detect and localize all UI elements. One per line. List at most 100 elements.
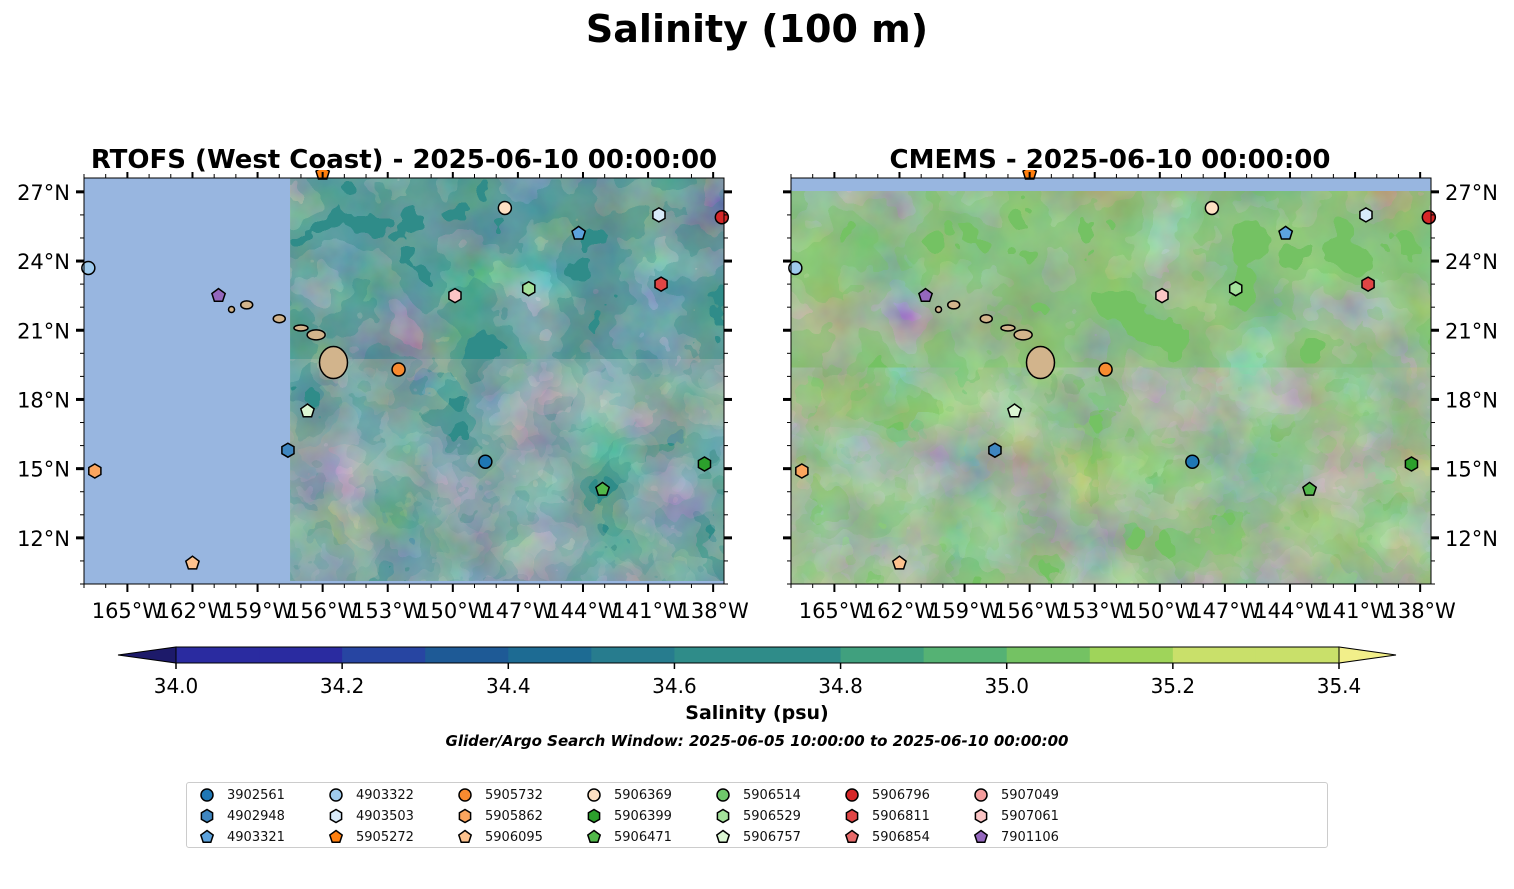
legend-label: 4902948 — [227, 808, 285, 824]
colorbar-extend-low — [117, 646, 177, 664]
legend-marker-icon — [845, 808, 859, 824]
colorbar-label: Salinity (psu) — [685, 702, 828, 724]
float-marker-5905732 — [391, 362, 406, 377]
float-marker-7901106 — [211, 287, 227, 303]
float-marker-5906399 — [697, 456, 712, 472]
legend-marker-icon — [586, 829, 602, 844]
colorbar-segment — [425, 647, 509, 663]
colorbar-segment — [840, 647, 925, 663]
legend-item-5906095: 5906095 — [457, 828, 543, 846]
colorbar-segment — [1172, 647, 1257, 663]
legend-item-3902561: 3902561 — [199, 786, 285, 804]
float-marker-5907049 — [974, 788, 988, 802]
legend-item-4903321: 4903321 — [199, 828, 285, 846]
legend-item-5906399: 5906399 — [586, 807, 672, 825]
legend-label: 5906529 — [743, 808, 801, 824]
legend-label: 5906796 — [872, 787, 930, 803]
float-marker-5906757 — [1006, 403, 1022, 418]
legend-label: 5906399 — [614, 808, 672, 824]
colorbar-tick-label: 34.0 — [154, 674, 199, 698]
x-tick-label: 153°W — [1059, 599, 1131, 623]
cmems-salinity-field — [791, 178, 1431, 584]
legend-marker-icon — [329, 788, 343, 802]
colorbar-segment — [508, 647, 592, 663]
colorbar-segment — [1089, 647, 1174, 663]
rtofs-axes: 165°W162°W159°W156°W153°W150°W147°W144°W… — [17, 172, 749, 623]
legend-label: 5907049 — [1001, 787, 1059, 803]
y-tick-label: 15°N — [1445, 458, 1498, 482]
legend-label: 7901106 — [1001, 829, 1059, 845]
legend-marker-icon — [329, 808, 343, 824]
colorbar-tick-label: 34.8 — [818, 674, 863, 698]
island — [979, 313, 994, 324]
x-tick-label: 162°W — [864, 599, 936, 623]
y-tick-label: 21°N — [17, 319, 70, 343]
float-marker-5906095 — [457, 829, 473, 844]
legend-label: 5905862 — [485, 808, 543, 824]
colorbar-extend-high — [1338, 646, 1397, 664]
legend-marker-icon — [844, 829, 860, 844]
y-tick-label: 12°N — [1445, 527, 1498, 551]
legend-item-5906471: 5906471 — [586, 828, 672, 846]
float-marker-7901106 — [918, 287, 934, 303]
float-marker-4903322 — [788, 260, 803, 276]
y-tick-label: 21°N — [1445, 319, 1498, 343]
rtofs-float-markers — [81, 170, 730, 570]
cmems-float-markers — [788, 170, 1437, 570]
colorbar-frame — [175, 646, 1340, 664]
legend-marker-icon — [974, 808, 988, 824]
float-marker-4903321 — [199, 829, 215, 844]
float-marker-5906095 — [891, 555, 907, 570]
float-marker-4903321 — [1278, 225, 1294, 240]
legend-label: 5906757 — [743, 829, 801, 845]
legend-marker-icon — [845, 788, 859, 802]
legend-marker-icon — [200, 808, 214, 824]
colorbar-tick-label: 35.0 — [984, 674, 1029, 698]
y-tick-label: 12°N — [17, 527, 70, 551]
colorbar: 34.0 34.2 34.4 34.6 34.8 35.0 35.2 35.4 — [117, 646, 1397, 698]
island — [239, 300, 254, 310]
x-tick-label: 138°W — [677, 599, 749, 623]
legend-item-5906796: 5906796 — [844, 786, 930, 804]
legend-item-5905272: 5905272 — [328, 828, 414, 846]
float-marker-3902561 — [200, 788, 214, 802]
float-marker-5906514 — [716, 788, 730, 802]
y-tick-label: 15°N — [17, 458, 70, 482]
float-marker-5905732 — [1098, 362, 1113, 377]
float-marker-5906796 — [1421, 209, 1437, 225]
x-tick-label: 156°W — [994, 599, 1066, 623]
rtofs-panel-title: RTOFS (West Coast) - 2025-06-10 00:00:00 — [91, 145, 717, 175]
float-marker-5907061 — [448, 287, 462, 304]
figure-title: Salinity (100 m) — [586, 7, 928, 51]
x-tick-label: 141°W — [1319, 599, 1391, 623]
legend-marker-icon — [715, 829, 731, 844]
island — [306, 329, 326, 341]
float-marker-5906757 — [299, 403, 315, 418]
legend-item-5906514: 5906514 — [715, 786, 801, 804]
salinity-swirl-low — [791, 367, 1431, 584]
x-tick-label: 150°W — [417, 599, 489, 623]
float-legend: 3902561 4902948 4903321 4903322 4903503 59052… — [186, 782, 1328, 848]
float-marker-5906811 — [845, 808, 859, 824]
float-marker-5906471 — [1302, 481, 1318, 496]
legend-label: 4903321 — [227, 829, 285, 845]
y-tick-label: 18°N — [1445, 388, 1498, 412]
legend-marker-icon — [457, 829, 473, 844]
float-marker-3902561 — [1185, 454, 1200, 469]
colorbar-tick-label: 34.2 — [320, 674, 365, 698]
legend-item-7901106: 7901106 — [973, 828, 1059, 846]
float-marker-5905862 — [88, 463, 102, 479]
float-marker-5906369 — [587, 788, 601, 802]
x-tick-label: 153°W — [352, 599, 424, 623]
colorbar-segment — [923, 647, 1008, 663]
cmems-axes: 165°W162°W159°W156°W153°W150°W147°W144°W… — [783, 172, 1498, 623]
float-marker-5906796 — [845, 788, 859, 802]
float-marker-5906369 — [1204, 200, 1220, 216]
rtofs-map-panel: RTOFS (West Coast) - 2025-06-10 00:00:00… — [17, 145, 749, 623]
rtofs-salinity-field — [84, 178, 724, 584]
rtofs-map-frame — [83, 177, 725, 585]
legend-marker-icon — [199, 829, 215, 844]
rtofs-hawaii-islands — [227, 300, 349, 380]
legend-label: 5906854 — [872, 829, 930, 845]
legend-marker-icon — [716, 808, 730, 824]
